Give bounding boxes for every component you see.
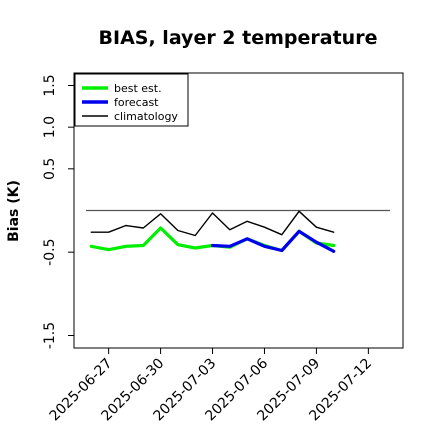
- legend-label: climatology: [114, 110, 178, 123]
- series-line-climatology: [90, 210, 335, 237]
- y-axis-label: Bias (K): [6, 180, 22, 242]
- y-tick-label: -1.5: [42, 322, 58, 349]
- y-tick-label: 1.0: [42, 116, 58, 138]
- legend-box: [74, 73, 189, 127]
- plot-frame: [73, 72, 404, 349]
- series-line-forecast: [210, 229, 336, 253]
- legend-label: best est.: [114, 82, 162, 95]
- plot-area: -1.5-0.50.51.01.52025-06-272025-06-30202…: [42, 74, 390, 424]
- chart-title: BIAS, layer 2 temperature: [99, 27, 378, 49]
- y-tick-label: 1.5: [42, 74, 58, 96]
- legend-label: forecast: [114, 96, 159, 109]
- y-tick-label: -0.5: [42, 239, 58, 266]
- y-tick-label: 0.5: [42, 158, 58, 180]
